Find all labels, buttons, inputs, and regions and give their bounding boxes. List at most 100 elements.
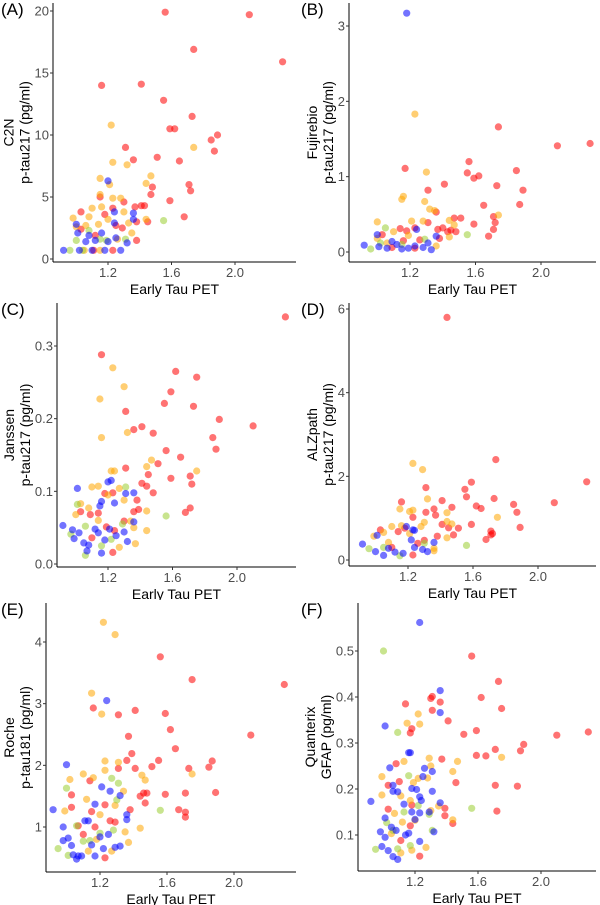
data-point-green — [118, 520, 127, 528]
y-tick-label: 15 — [35, 66, 49, 81]
y-axis-title-line: p-tau217 (pg/ml) — [17, 384, 33, 487]
data-point-red — [187, 187, 195, 195]
data-point-red — [138, 423, 146, 431]
y-tick-label: 0.1 — [336, 828, 354, 843]
data-point-orange — [99, 618, 107, 626]
data-point-red — [424, 186, 432, 194]
data-point-blue — [436, 799, 444, 807]
data-point-orange — [432, 242, 440, 250]
data-point-blue — [96, 833, 104, 841]
data-point-red — [247, 731, 255, 739]
data-point-red — [520, 740, 528, 748]
data-point-red — [513, 508, 521, 516]
data-point-red — [133, 236, 141, 244]
data-point-red — [155, 756, 163, 764]
x-tick-label: 1.2 — [99, 570, 117, 585]
data-point-blue — [381, 833, 389, 841]
data-point-red — [477, 693, 485, 702]
data-point-red — [457, 214, 465, 222]
data-point-orange — [448, 520, 456, 528]
data-point-blue — [64, 834, 72, 842]
data-point-red — [171, 745, 179, 753]
data-point-red — [97, 351, 106, 359]
data-point-red — [79, 830, 87, 838]
data-point-red — [160, 96, 168, 104]
data-point-blue — [404, 244, 412, 252]
data-point-blue — [371, 548, 380, 556]
data-point-blue — [110, 219, 118, 227]
data-point-orange — [416, 720, 424, 728]
data-point-red — [114, 711, 122, 719]
data-point-red — [109, 548, 117, 556]
data-point-blue — [373, 231, 381, 239]
y-tick-label: 10 — [35, 128, 49, 143]
data-point-orange — [84, 847, 92, 855]
data-point-blue — [402, 522, 410, 531]
data-point-green — [114, 779, 122, 787]
y-tick-label: 1 — [35, 820, 42, 835]
data-point-orange — [121, 828, 129, 836]
data-point-blue — [392, 826, 400, 834]
data-point-orange — [398, 818, 406, 826]
data-point-red — [131, 764, 139, 772]
y-axis-title-line: Janssen — [1, 409, 17, 461]
data-point-orange — [449, 767, 457, 776]
data-point-red — [519, 186, 527, 194]
data-point-red — [494, 123, 502, 131]
data-point-blue — [386, 764, 394, 772]
y-tick-label: 6 — [338, 302, 345, 317]
data-point-blue — [68, 526, 77, 534]
data-point-red — [443, 313, 451, 321]
data-point-green — [109, 826, 117, 834]
data-point-red — [427, 694, 435, 702]
data-point-orange — [445, 216, 453, 224]
data-point-orange — [400, 757, 408, 765]
data-point-red — [392, 760, 400, 768]
data-point-orange — [123, 161, 131, 169]
data-point-orange — [123, 428, 131, 437]
data-point-orange — [430, 547, 438, 555]
data-point-red — [489, 225, 498, 233]
data-point-orange — [96, 190, 104, 199]
data-point-blue — [398, 245, 406, 253]
data-point-blue — [59, 521, 67, 530]
data-point-orange — [421, 197, 429, 206]
data-point-green — [72, 236, 80, 244]
data-point-green — [394, 845, 402, 853]
y-tick-label: 4 — [35, 635, 42, 650]
data-point-red — [493, 807, 501, 815]
data-point-blue — [424, 239, 432, 247]
data-point-orange — [88, 483, 96, 491]
data-point-orange — [131, 540, 139, 548]
panel-label: (C) — [1, 300, 25, 319]
data-point-red — [449, 531, 458, 539]
data-point-red — [516, 200, 524, 209]
data-point-blue — [411, 242, 419, 250]
data-point-blue — [73, 484, 81, 492]
panel-e-roche: 1.2 1.6 2.0 1 2 3 4 Early Tau PET Roche p-tau181 … — [0, 600, 300, 905]
data-point-red — [463, 169, 471, 177]
data-point-orange — [96, 395, 104, 403]
data-point-blue — [405, 829, 413, 837]
data-point-orange — [117, 194, 125, 202]
data-point-red — [394, 528, 402, 536]
data-point-orange — [111, 631, 119, 639]
data-point-orange — [399, 192, 407, 200]
y-tick-label: 0.3 — [336, 736, 354, 751]
data-point-blue — [62, 761, 71, 769]
data-point-orange — [96, 174, 104, 182]
data-point-green — [81, 522, 89, 530]
data-point-green — [400, 808, 408, 816]
y-tick-label: 5 — [42, 190, 49, 205]
data-point-red — [467, 478, 475, 486]
data-point-orange — [419, 217, 427, 225]
data-point-orange — [72, 511, 80, 519]
data-point-blue — [419, 243, 427, 252]
data-point-red — [94, 509, 102, 517]
data-point-red — [480, 201, 488, 209]
y-tick-label: 0.0 — [35, 557, 53, 572]
x-tick-label: 1.6 — [162, 265, 180, 280]
data-point-orange — [147, 456, 156, 464]
panel-f-quanterix: 1.2 1.6 2.0 0.1 0.2 0.3 0.4 0.5 Early Tau PET Qua… — [300, 600, 600, 905]
data-point-blue — [91, 852, 99, 860]
